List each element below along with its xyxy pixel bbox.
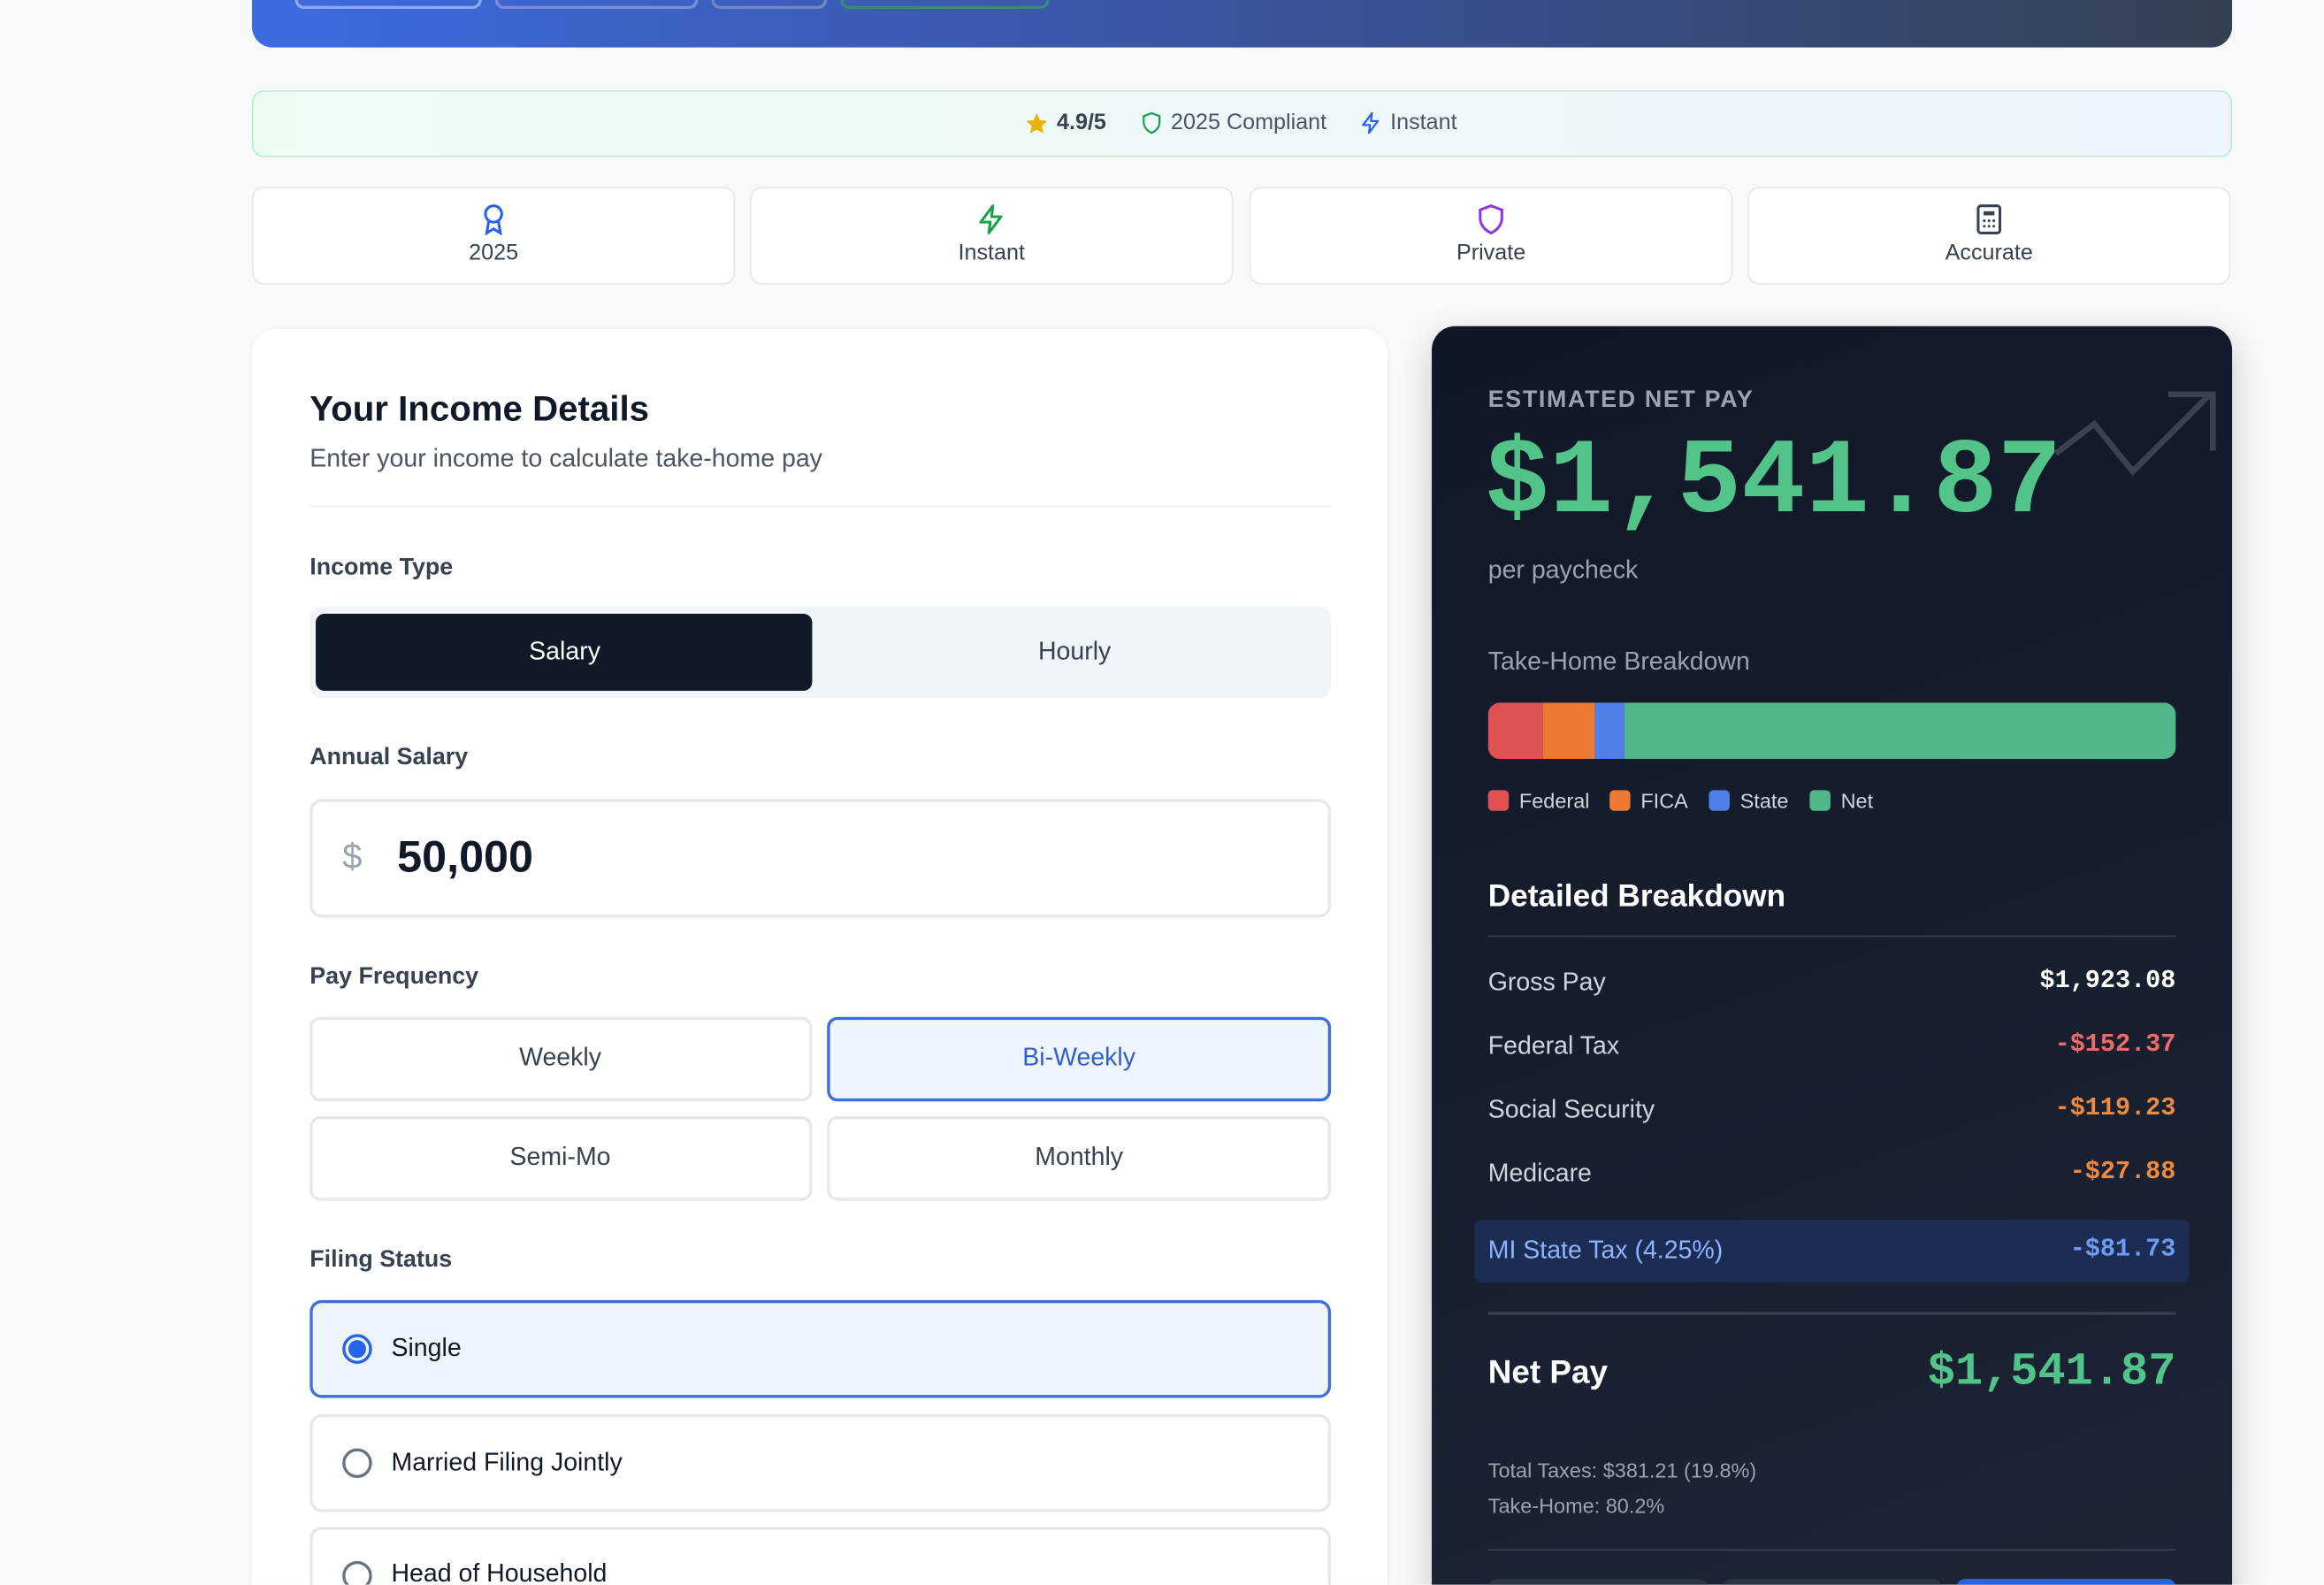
row-label: Gross Pay <box>1487 968 1606 996</box>
filing-option[interactable] <box>310 1527 1332 1585</box>
bolt-icon <box>979 204 1003 234</box>
row-label: Medicare <box>1487 1159 1592 1188</box>
stacked-bar <box>1487 702 2176 760</box>
action-button-primary[interactable] <box>1956 1578 2176 1585</box>
filing-label[interactable]: Single <box>391 1334 462 1362</box>
frequency-label[interactable]: Bi-Weekly <box>1022 1043 1136 1072</box>
row-label: MI State Tax (4.25%) <box>1487 1236 1724 1265</box>
frequency-button[interactable] <box>310 1116 813 1201</box>
radio-dot <box>348 1340 366 1359</box>
banner-button[interactable] <box>840 0 1050 10</box>
feature-card <box>750 187 1234 285</box>
feature-card <box>1747 187 2231 285</box>
bar-segment <box>1487 702 1543 760</box>
net-value: $1,541.87 <box>1927 1346 2176 1399</box>
legend-label: State <box>1739 788 1789 813</box>
frequency-button[interactable] <box>310 1016 813 1102</box>
total-taxes: Total Taxes: $381.21 (19.8%) <box>1487 1458 1757 1482</box>
banner-button[interactable] <box>711 0 828 10</box>
chart-title: Take-Home Breakdown <box>1487 647 1750 676</box>
frequency-button[interactable] <box>827 1116 1332 1201</box>
divider <box>310 505 1332 508</box>
legend-swatch <box>1809 790 1831 811</box>
feature-label: Private <box>1456 240 1526 266</box>
action-button[interactable] <box>1722 1578 1942 1585</box>
field-label: Annual Salary <box>310 745 469 770</box>
bar-segment <box>1594 702 1625 760</box>
filing-option[interactable] <box>310 1413 1332 1512</box>
salary-input[interactable] <box>310 799 1332 918</box>
frequency-label[interactable]: Monthly <box>1035 1142 1124 1171</box>
filing-option-active[interactable] <box>310 1299 1332 1398</box>
row-value: $1,923.08 <box>2039 968 2176 996</box>
divider <box>1487 1312 2176 1315</box>
filing-label[interactable]: Married Filing Jointly <box>391 1448 623 1476</box>
row-value: -$119.23 <box>2054 1095 2176 1124</box>
take-home-rate: Take-Home: 80.2% <box>1487 1493 1665 1518</box>
banner-button[interactable] <box>494 0 699 10</box>
row-label: Federal Tax <box>1487 1031 1620 1060</box>
speed: Instant <box>1390 110 1457 135</box>
field-label: Income Type <box>310 555 454 581</box>
rating: 4.9/5 <box>1057 110 1106 135</box>
compliance: 2025 Compliant <box>1171 110 1327 135</box>
radio[interactable] <box>342 1448 372 1478</box>
bar-segment <box>1542 702 1595 760</box>
form-subtitle: Enter your income to calculate take-home… <box>310 444 822 473</box>
field-label: Filing Status <box>310 1247 453 1273</box>
divider <box>1487 935 2176 938</box>
currency-symbol: $ <box>342 837 363 877</box>
salary-value[interactable]: 50,000 <box>397 832 533 883</box>
feature-label: Instant <box>958 240 1025 266</box>
net-pay-amount: $1,541.87 <box>1485 422 2062 544</box>
legend-label: Federal <box>1518 788 1590 813</box>
radio[interactable] <box>342 1560 372 1585</box>
award-icon <box>484 204 503 236</box>
bar-segment <box>1624 702 2176 760</box>
row-value: -$27.88 <box>2069 1159 2176 1188</box>
form-title: Your Income Details <box>310 389 650 430</box>
row-label: Social Security <box>1487 1095 1655 1124</box>
filing-label[interactable]: Head of Household <box>391 1558 608 1585</box>
legend-swatch <box>1609 790 1631 811</box>
highlight-row <box>1474 1220 2190 1283</box>
feature-label: Accurate <box>1945 240 2033 266</box>
pay-period: per paycheck <box>1487 555 1639 585</box>
frequency-label[interactable]: Weekly <box>519 1043 601 1072</box>
divider <box>1487 1549 2176 1551</box>
net-label: Net Pay <box>1487 1352 1609 1390</box>
action-button[interactable] <box>1487 1578 1708 1585</box>
legend-swatch <box>1487 790 1510 811</box>
toggle-active[interactable] <box>315 613 813 692</box>
legend-swatch <box>1709 790 1730 811</box>
row-value: -$152.37 <box>2054 1031 2176 1060</box>
feature-label: 2025 <box>469 240 519 266</box>
toggle-label[interactable]: Salary <box>529 637 600 666</box>
radio-selected[interactable] <box>342 1334 372 1364</box>
toggle-label[interactable]: Hourly <box>1037 637 1112 666</box>
bolt-icon <box>1362 111 1380 134</box>
banner-button[interactable] <box>294 0 482 10</box>
shield-icon <box>1143 111 1161 134</box>
trust-bar <box>251 90 2233 157</box>
star-icon <box>1026 113 1048 134</box>
feature-card <box>1249 187 1733 285</box>
trend-icon <box>2053 391 2216 476</box>
legend-label: FICA <box>1640 788 1688 813</box>
breakdown-title: Detailed Breakdown <box>1487 879 1786 915</box>
result-label: ESTIMATED NET PAY <box>1487 387 1754 413</box>
shield-icon <box>1479 204 1503 235</box>
frequency-button-active[interactable] <box>827 1016 1332 1102</box>
calculator-icon <box>1976 204 2002 234</box>
row-value: -$81.73 <box>2069 1236 2176 1265</box>
results-card <box>1432 325 2233 1585</box>
legend-label: Net <box>1840 788 1874 813</box>
feature-card <box>251 187 736 285</box>
field-label: Pay Frequency <box>310 964 479 990</box>
frequency-label[interactable]: Semi-Mo <box>509 1142 611 1171</box>
